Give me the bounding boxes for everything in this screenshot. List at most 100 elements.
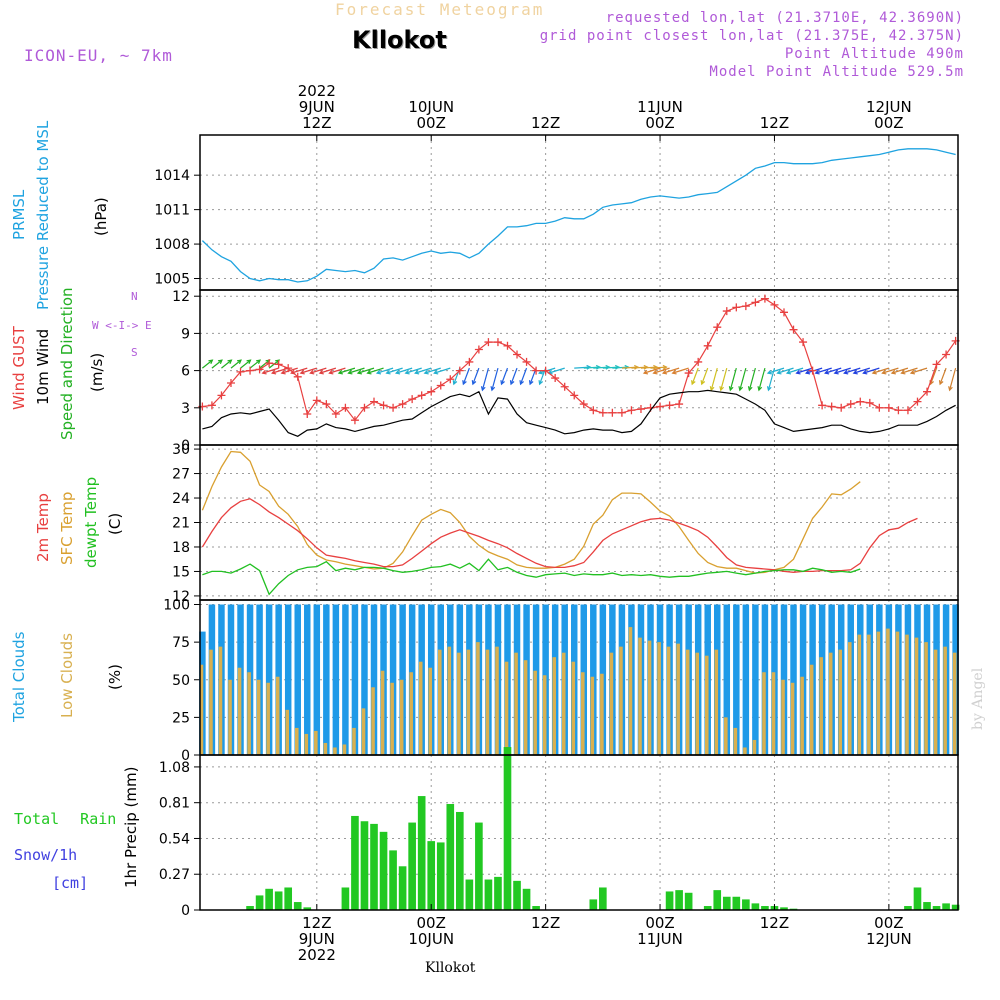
bottom-time-label: 12Z	[531, 914, 560, 932]
rain-bar	[599, 887, 607, 910]
gust-marker	[589, 406, 598, 415]
rain-bar	[465, 879, 474, 910]
low-cloud-bar	[828, 652, 833, 755]
ytick-label: 0.54	[159, 831, 190, 847]
gust-marker	[694, 357, 703, 366]
low-cloud-bar	[895, 631, 900, 755]
gust-marker	[360, 403, 369, 412]
gust-marker	[932, 360, 941, 369]
gust-marker	[923, 387, 932, 396]
low-cloud-bar	[428, 667, 433, 755]
wind-arrow	[519, 367, 528, 386]
rain-bar	[284, 887, 293, 910]
low-cloud-bar	[552, 657, 556, 755]
wind-10m-line	[202, 389, 956, 437]
low-cloud-bar	[571, 661, 576, 755]
low-cloud-bar	[561, 652, 566, 755]
low-cloud-bar	[924, 642, 928, 755]
rain-bar	[446, 804, 455, 910]
wind-arrow	[211, 359, 223, 369]
wind-arrow-head	[538, 380, 544, 386]
wind-arrow	[909, 367, 928, 375]
ytick-label: 30	[172, 442, 190, 458]
wind-arrow	[862, 367, 880, 375]
ytick-label: 0	[181, 903, 190, 919]
ytick-label: 21	[172, 516, 190, 532]
wind-arrow-head	[394, 369, 401, 375]
wind-arrow-head	[719, 386, 724, 392]
low-cloud-bar	[857, 634, 862, 755]
temp-2m-line	[201, 498, 918, 573]
wind-arrow-head	[236, 359, 242, 365]
rain-bar	[417, 796, 426, 910]
gust-marker	[436, 381, 445, 390]
low-cloud-bar	[800, 676, 804, 755]
rain-bar	[351, 815, 359, 910]
wind-arrow-head	[246, 359, 252, 365]
gust-marker	[236, 367, 245, 376]
gust-marker	[942, 350, 951, 359]
wind-arrow-head	[385, 369, 391, 375]
wind-arrow	[404, 367, 422, 375]
wind-arrow	[890, 367, 909, 375]
wind-arrow-shaft	[386, 367, 403, 374]
wind-arrow-shaft	[221, 359, 232, 369]
low-cloud-bar	[333, 747, 337, 755]
wind-arrow	[691, 367, 699, 386]
wind-arrow-head	[299, 369, 305, 375]
wind-arrow-head	[843, 369, 849, 375]
wind-arrow-shaft	[519, 367, 528, 385]
snow-unit-label: [cm]	[52, 874, 89, 892]
wind-arrow-shaft	[424, 367, 441, 374]
rain-bar	[913, 887, 922, 910]
wind-arrow	[719, 367, 728, 392]
wind-arrow-shaft	[548, 367, 565, 374]
total-cloud-bar	[294, 604, 301, 755]
total-cloud-bar	[304, 604, 311, 755]
gust-marker	[274, 360, 283, 369]
wind-arrow-head	[862, 369, 868, 375]
wind-arrow-shaft	[901, 367, 918, 374]
ytick-label: 50	[172, 673, 190, 689]
low-cloud-bar	[724, 717, 728, 755]
low-cloud-bar	[886, 628, 890, 755]
wind-arrow-shaft	[691, 367, 699, 385]
wind-arrow	[309, 367, 327, 375]
gust-marker	[827, 402, 836, 411]
gust-marker	[779, 308, 788, 317]
wind-arrow-head	[938, 380, 944, 386]
wind-arrow-head	[537, 369, 544, 375]
wind-arrow	[394, 367, 413, 375]
wind-gust-line	[202, 298, 957, 422]
wind-arrow-shaft	[872, 367, 890, 374]
ytick-label: 1011	[154, 203, 190, 219]
rain-bar	[780, 907, 788, 910]
wind-arrow-shaft	[310, 367, 327, 374]
low-cloud-bar	[704, 655, 709, 755]
rain-bar	[589, 899, 598, 910]
wind-arrow-shaft	[796, 367, 813, 374]
rain-bar	[761, 906, 769, 910]
bottom-time-label: 9JUN	[299, 930, 335, 948]
wind-arrow-shaft	[348, 367, 365, 374]
total-cloud-bar	[323, 604, 330, 755]
wind-arrow	[414, 367, 432, 375]
compass-north: N	[131, 290, 138, 303]
total-cloud-bar	[342, 604, 349, 755]
gust-marker	[379, 401, 388, 410]
bottom-time-label: 00Z	[874, 914, 903, 932]
gust-marker	[446, 375, 455, 384]
wind-arrow-head	[747, 386, 753, 392]
grid-point-coords: grid point closest lon,lat (21.375E, 42.…	[539, 28, 964, 44]
wind-arrow-shaft	[291, 367, 308, 374]
rain-bar	[742, 899, 750, 910]
wind-arrow-head	[738, 386, 744, 392]
rain-bar	[932, 906, 941, 910]
wind-arrow-shaft	[653, 367, 670, 374]
low-cloud-bar	[361, 708, 366, 755]
wind-arrow	[652, 367, 670, 375]
low-cloud-bar	[409, 672, 413, 755]
wind-arrow-shaft	[910, 367, 928, 374]
low-cloud-bar	[304, 733, 309, 755]
ytick-label: 12	[172, 289, 190, 305]
